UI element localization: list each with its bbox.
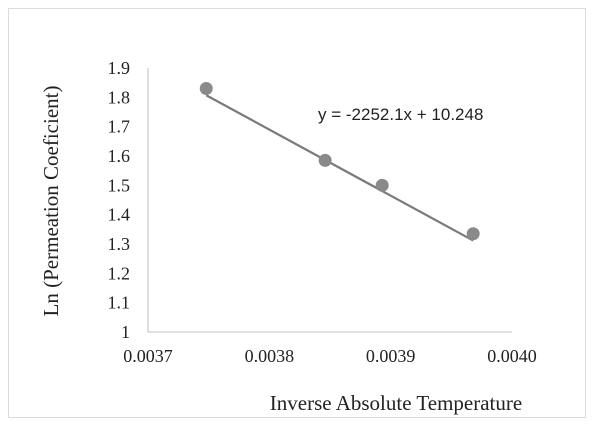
trendline (205, 94, 474, 242)
chart-frame (8, 8, 586, 418)
x-tick-label: 0.0039 (366, 346, 416, 366)
y-tick-label: 1.3 (108, 234, 131, 254)
data-points (199, 82, 480, 241)
y-tick-label: 1.6 (108, 146, 131, 166)
x-tick-label: 0.0038 (245, 346, 295, 366)
y-tick-label: 1.1 (108, 293, 131, 313)
data-point (375, 178, 389, 192)
y-tick-label: 1.8 (108, 87, 131, 107)
data-point (466, 227, 480, 241)
y-tick-labels: 1 1.1 1.2 1.3 1.4 1.5 1.6 1.7 1.8 1.9 (108, 58, 131, 342)
y-tick-label: 1.5 (108, 175, 131, 195)
x-tick-label: 0.0037 (123, 346, 173, 366)
x-tick-label: 0.0040 (487, 346, 537, 366)
chart-axes (147, 68, 512, 333)
y-tick-label: 1.4 (108, 205, 131, 225)
y-tick-label: 1.7 (108, 117, 131, 137)
y-tick-label: 1 (121, 322, 130, 342)
trendline-equation: y = -2252.1x + 10.248 (318, 105, 483, 124)
data-point (199, 82, 213, 96)
y-tick-label: 1.9 (108, 58, 131, 78)
y-tick-label: 1.2 (108, 263, 131, 283)
data-point (318, 153, 332, 167)
trendline-group (205, 94, 474, 242)
x-axis-title: Inverse Absolute Temperature (270, 391, 522, 415)
y-axis-title: Ln (Permeation Coeficient) (39, 86, 63, 317)
x-tick-labels: 0.0037 0.0038 0.0039 0.0040 (123, 346, 537, 366)
